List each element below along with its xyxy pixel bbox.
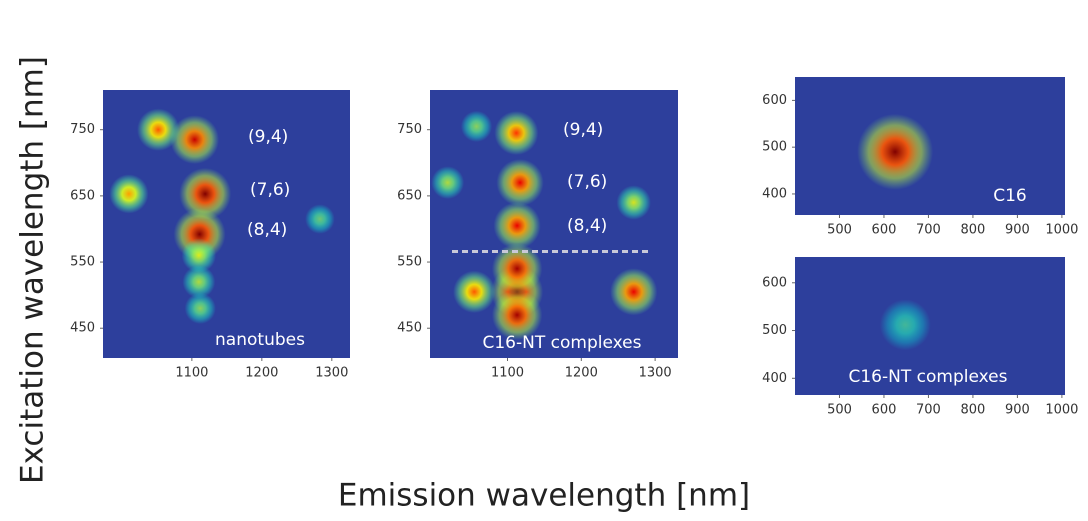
spot [431, 166, 465, 200]
panel-title: C16-NT complexes [483, 333, 642, 353]
spot [494, 111, 539, 156]
annotation: (7,6) [250, 180, 290, 200]
plot-area [879, 299, 931, 351]
annotation: (9,4) [248, 127, 288, 147]
y-tick-label: 600 [762, 93, 787, 108]
plot-area [431, 110, 658, 341]
x-tick-label: 1000 [1045, 403, 1078, 418]
y-tick-label: 400 [762, 186, 787, 201]
y-tick-label: 650 [70, 188, 95, 203]
y-tick-label: 400 [762, 371, 787, 386]
spot [181, 238, 217, 273]
panel-title: nanotubes [215, 330, 305, 350]
x-tick-label: 900 [1005, 223, 1030, 238]
spot [182, 265, 216, 299]
x-tick-label: 1200 [565, 366, 598, 381]
annotation: (9,4) [563, 120, 603, 140]
x-tick-label: 800 [961, 223, 986, 238]
spot [491, 289, 543, 341]
x-tick-label: 500 [827, 223, 852, 238]
spot [460, 110, 493, 142]
x-tick-label: 700 [916, 223, 941, 238]
x-tick-label: 900 [1005, 403, 1030, 418]
x-tick-label: 1200 [245, 366, 278, 381]
x-tick-label: 600 [872, 403, 897, 418]
y-tick-label: 750 [397, 122, 422, 137]
y-tick-label: 650 [397, 188, 422, 203]
y-axis-label: Excitation wavelength [nm] [15, 56, 51, 484]
y-tick-label: 450 [397, 321, 422, 336]
annotation: (8,4) [247, 220, 287, 240]
y-tick-label: 550 [70, 255, 95, 270]
annotation: (7,6) [567, 172, 607, 192]
annotation: (8,4) [567, 216, 607, 236]
spot [493, 202, 541, 250]
x-tick-label: 500 [827, 403, 852, 418]
spot [610, 268, 658, 316]
y-tick-label: 750 [70, 122, 95, 137]
x-axis-label: Emission wavelength [nm] [338, 478, 750, 514]
spot [137, 108, 180, 151]
y-tick-label: 500 [762, 140, 787, 155]
x-tick-label: 1100 [491, 366, 524, 381]
spot [179, 167, 232, 220]
y-tick-label: 450 [70, 321, 95, 336]
x-tick-label: 800 [961, 403, 986, 418]
panel-title: C16 [993, 186, 1027, 206]
x-tick-label: 1300 [315, 366, 348, 381]
spot [170, 115, 220, 165]
y-tick-label: 500 [762, 323, 787, 338]
spot [491, 243, 543, 294]
spot [496, 159, 544, 207]
x-tick-label: 1100 [175, 366, 208, 381]
spot [305, 204, 335, 234]
x-tick-label: 1000 [1045, 223, 1078, 238]
plot-area [857, 113, 934, 190]
spot [453, 270, 496, 314]
plot-area [109, 108, 335, 324]
spot [616, 185, 651, 220]
spot [109, 174, 149, 214]
x-tick-label: 1300 [639, 366, 672, 381]
spot [879, 299, 931, 351]
spot [857, 113, 934, 190]
spot [184, 292, 216, 324]
y-tick-label: 600 [762, 275, 787, 290]
y-tick-label: 550 [397, 255, 422, 270]
panel-title: C16-NT complexes [849, 367, 1008, 387]
x-tick-label: 700 [916, 403, 941, 418]
x-tick-label: 600 [872, 223, 897, 238]
